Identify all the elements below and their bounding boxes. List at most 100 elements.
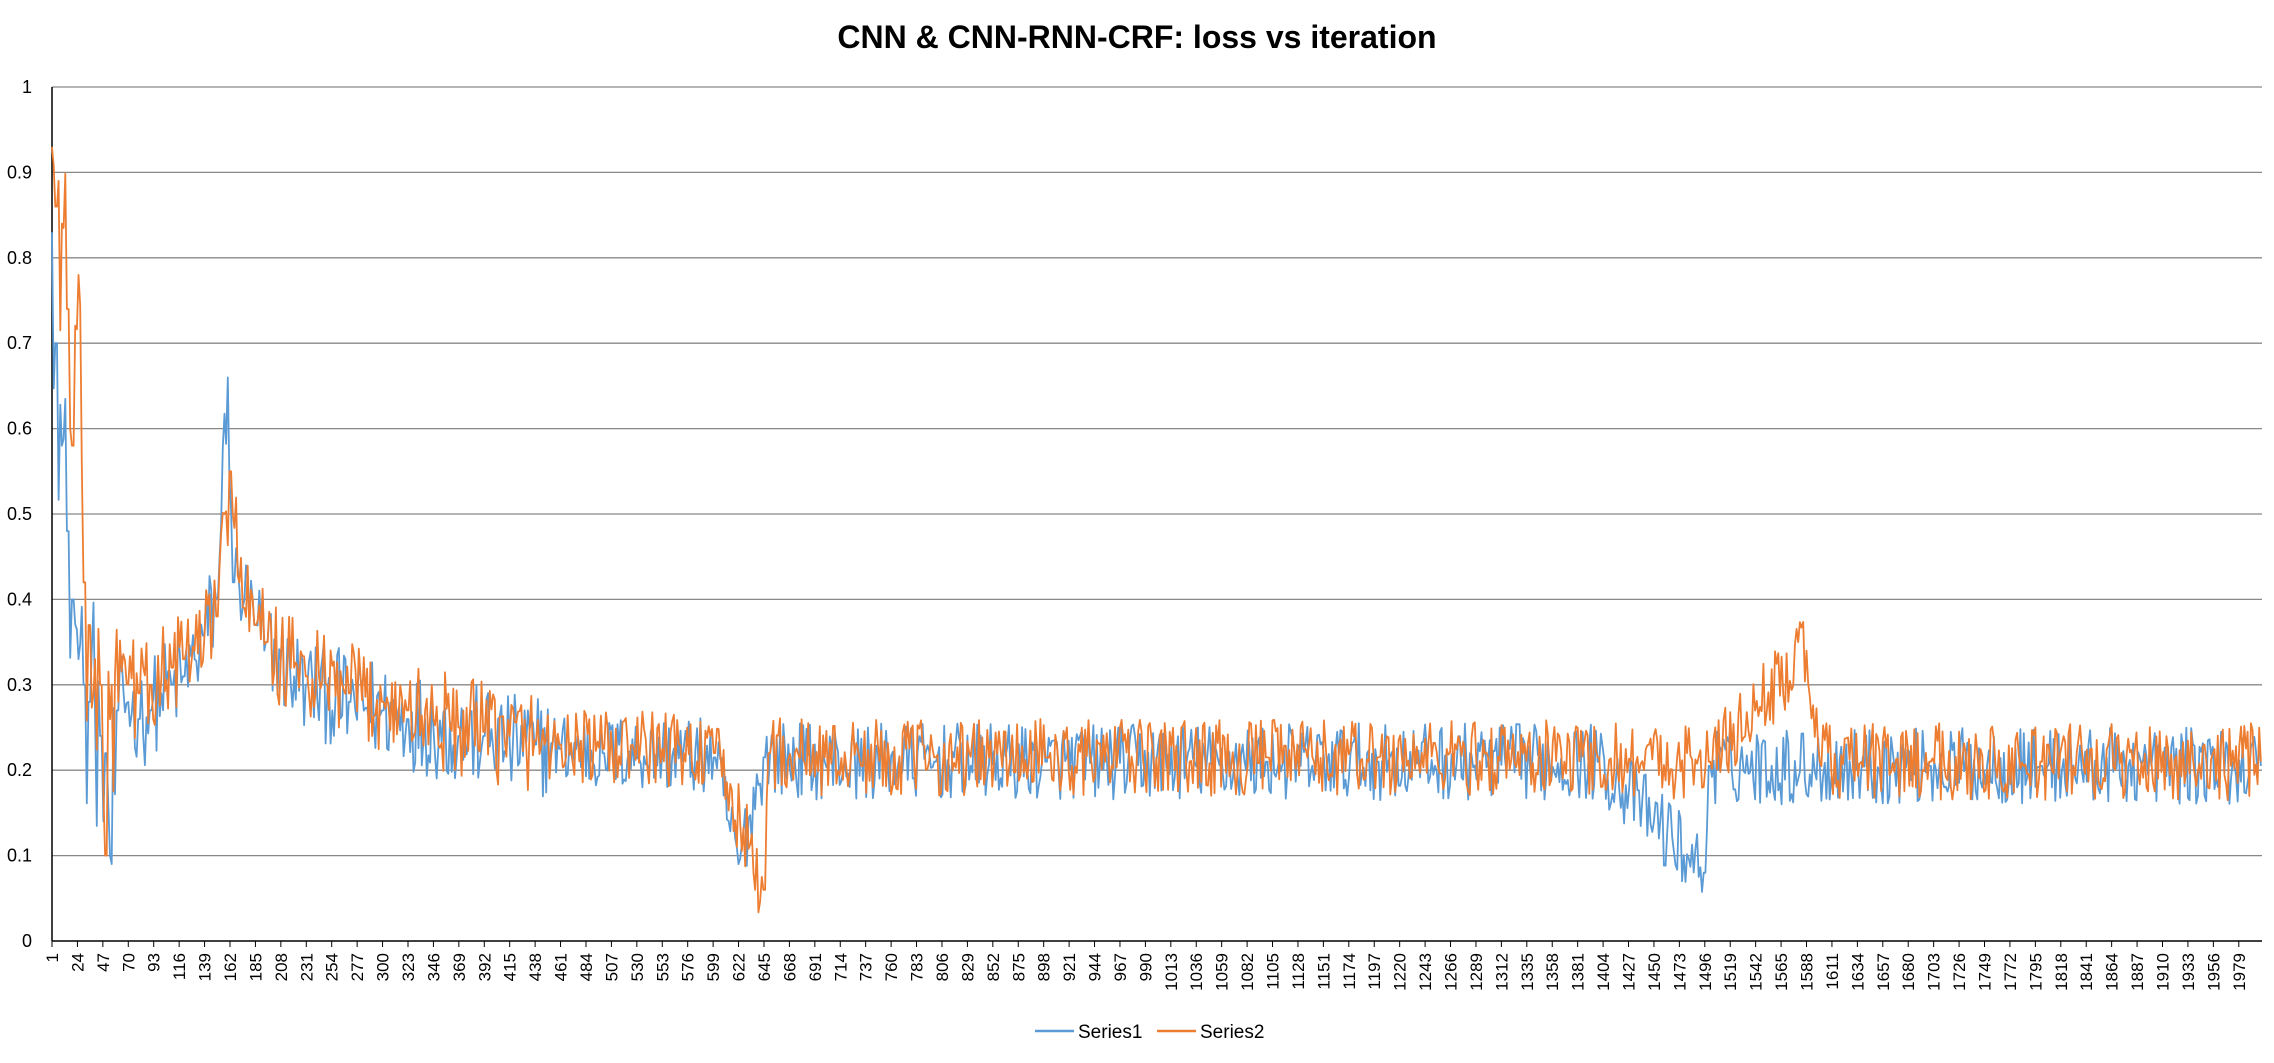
y-tick-label: 0.9 [7,162,32,182]
x-tick-label: 1749 [1976,953,1995,991]
axes: 0 0.1 0.2 0.3 0.4 0.5 0.6 0.7 0.8 0.9 1 1 24 47 70 93 11… [7,77,2249,991]
x-tick-label: 438 [526,953,545,981]
y-tick-label: 0.3 [7,675,32,695]
x-tick-label: 1680 [1899,953,1918,991]
x-tick-label: 1841 [2077,953,2096,991]
x-tick-label: 1979 [2230,953,2249,991]
x-tick-label: 645 [755,953,774,981]
x-tick-label: 461 [552,953,571,981]
y-tick-label: 0.2 [7,760,32,780]
x-tick-label: 760 [882,953,901,981]
x-tick-label: 898 [1035,953,1054,981]
x-tick-label: 1542 [1747,953,1766,991]
x-tick-label: 622 [730,953,749,981]
x-tick-label: 1243 [1416,953,1435,991]
x-tick-label: 1933 [2179,953,2198,991]
y-tick-label: 0.7 [7,333,32,353]
x-tick-label: 1197 [1365,953,1384,990]
x-tick-label: 1128 [1289,953,1308,990]
x-tick-label: 484 [577,953,596,981]
x-tick-label: 1634 [1848,953,1867,991]
chart-title: CNN & CNN-RNN-CRF: loss vs iteration [837,19,1436,55]
x-tick-label: 323 [399,953,418,981]
x-tick-label: 47 [94,953,113,972]
x-tick-label: 1335 [1518,953,1537,991]
x-tick-label: 1036 [1187,953,1206,991]
x-tick-label: 1358 [1543,953,1562,991]
y-tick-label: 0.6 [7,419,32,439]
x-tick-label: 714 [831,953,850,981]
x-tick-label: 185 [246,953,265,981]
legend: Series1 Series2 [1035,1022,1264,1043]
x-tick-label: 507 [602,953,621,981]
x-tick-label: 392 [475,953,494,981]
x-tick-label: 1381 [1569,953,1588,991]
x-tick-label: 415 [501,953,520,981]
x-tick-label: 1427 [1620,953,1639,991]
x-tick-label: 576 [679,953,698,981]
x-tick-label: 1220 [1391,953,1410,991]
x-tick-label: 231 [297,953,316,981]
x-tick-label: 530 [628,953,647,981]
x-tick-label: 1611 [1823,953,1842,990]
x-tick-label: 783 [908,953,927,981]
series-line-series2 [51,146,2262,914]
x-tick-label: 1772 [2001,953,2020,991]
x-tick-label: 691 [806,953,825,981]
y-tick-label: 0.4 [7,589,32,609]
series-line-series1 [51,232,2262,893]
x-tick-label: 1105 [1264,953,1283,990]
x-tick-label: 990 [1136,953,1155,981]
x-tick-label: 1588 [1798,953,1817,991]
x-tick-label: 1174 [1340,953,1359,990]
x-tick-label: 369 [450,953,469,981]
x-tick-label: 1 [43,953,62,962]
x-tick-label: 116 [170,953,189,980]
x-tick-label: 1657 [1874,953,1893,991]
x-tick-label: 1864 [2103,953,2122,991]
x-tick-label: 1312 [1492,953,1511,991]
x-tick-label: 254 [323,953,342,981]
x-tick-label: 1289 [1467,953,1486,991]
x-tick-label: 737 [857,953,876,981]
x-tick-label: 1887 [2128,953,2147,991]
x-tick-label: 875 [1009,953,1028,981]
x-tick-label: 1473 [1670,953,1689,991]
x-tick-label: 1565 [1772,953,1791,991]
x-tick-label: 1013 [1162,953,1181,991]
x-tick-label: 1082 [1238,953,1257,991]
x-tick-label: 1496 [1696,953,1715,991]
x-tick-label: 1450 [1645,953,1664,991]
x-tick-label: 93 [145,953,164,972]
x-tick-label: 346 [424,953,443,981]
y-tick-label: 0.1 [7,846,32,866]
gridlines [52,86,2262,942]
y-tick-label: 0.5 [7,504,32,524]
x-tick-label: 1703 [1925,953,1944,991]
x-tick-label: 300 [374,953,393,981]
series-lines [51,146,2262,914]
x-tick-label: 1151 [1314,953,1333,990]
x-tick-label: 1795 [2026,953,2045,991]
x-tick-label: 944 [1086,953,1105,981]
x-tick-label: 1519 [1721,953,1740,991]
x-tick-label: 668 [780,953,799,981]
x-tick-label: 829 [958,953,977,981]
x-tick-label: 1910 [2154,953,2173,991]
x-tick-label: 24 [68,953,87,972]
x-tick-label: 1726 [1950,953,1969,991]
x-tick-label: 852 [984,953,1003,981]
legend-label: Series1 [1078,1022,1142,1043]
legend-label: Series2 [1200,1022,1264,1043]
x-tick-label: 921 [1060,953,1079,981]
x-tick-label: 1818 [2052,953,2071,991]
y-tick-label: 1 [22,77,32,97]
x-tick-label: 599 [704,953,723,981]
y-tick-label: 0.8 [7,248,32,268]
x-tick-label: 967 [1111,953,1130,981]
x-tick-label: 139 [196,953,215,981]
x-tick-label: 162 [221,953,240,981]
y-tick-label: 0 [22,931,32,951]
